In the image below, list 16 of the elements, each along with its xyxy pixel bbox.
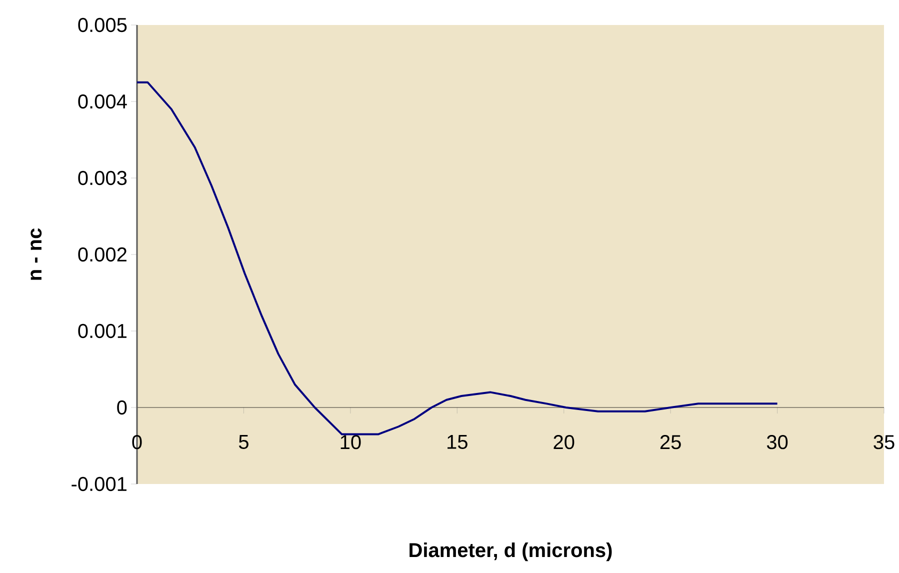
- x-tick-label: 30: [766, 435, 788, 450]
- y-tick-label: 0.003: [78, 170, 127, 186]
- y-tick-label: 0: [117, 400, 127, 415]
- y-tick-label: -0.001: [72, 476, 126, 492]
- y-tick-label: 0.004: [78, 94, 127, 109]
- x-tick-label: 20: [554, 435, 574, 450]
- x-tick-label: 10: [340, 435, 361, 450]
- y-axis-title: n - nc: [30, 228, 42, 280]
- x-tick-label: 35: [874, 435, 894, 450]
- y-tick-label: 0.005: [78, 18, 127, 32]
- x-tick-label: 15: [448, 435, 468, 449]
- x-tick-label: 5: [238, 435, 248, 449]
- y-tick-label: 0.002: [78, 247, 126, 262]
- y-tick-label: 0.001: [78, 324, 126, 338]
- x-tick-label: 25: [660, 435, 681, 450]
- x-axis-title: Diameter, d (microns): [410, 542, 612, 562]
